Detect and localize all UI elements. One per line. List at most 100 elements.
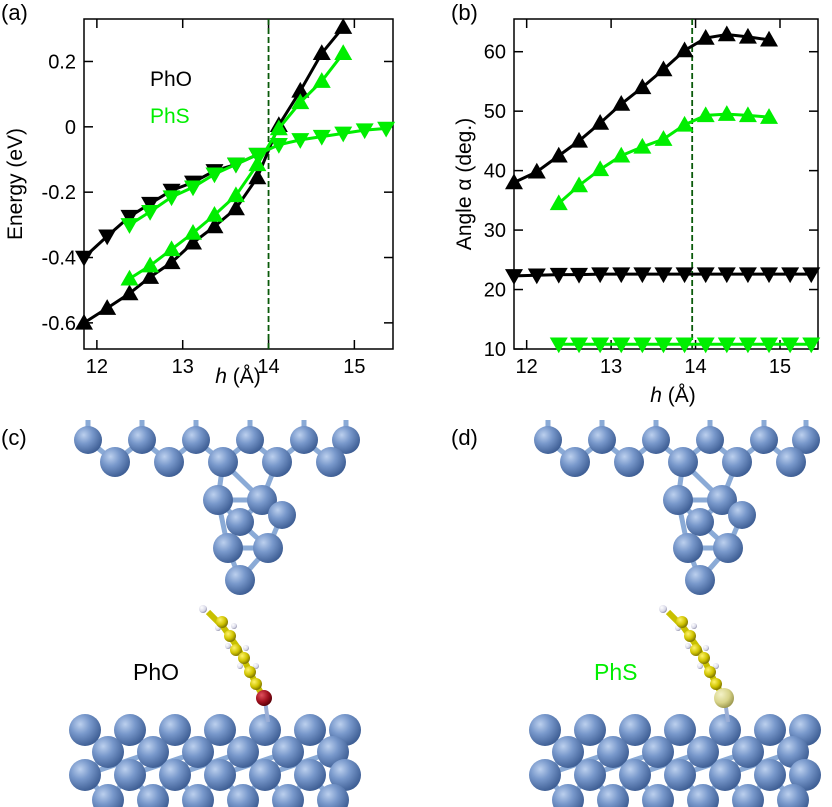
chart-a-ticks: 12 13 14 15 -0.6 -0.4 -0.2 0 0.2 xyxy=(42,19,393,378)
gold-atom xyxy=(159,759,191,791)
data-point-phs xyxy=(120,218,139,234)
data-point-phs xyxy=(654,337,673,354)
data-point-pho xyxy=(717,267,736,284)
hydrogen-atom xyxy=(697,663,703,669)
data-point-pho xyxy=(738,27,757,44)
hydrogen-atom xyxy=(691,623,697,629)
data-point-phs xyxy=(738,106,757,123)
x-tick-label: 15 xyxy=(343,356,365,378)
data-point-phs xyxy=(291,133,310,149)
gold-atom xyxy=(247,485,277,515)
chart-a-marks xyxy=(75,18,396,349)
gold-atom xyxy=(272,736,304,768)
x-tick-label: 12 xyxy=(86,356,108,378)
gold-atom xyxy=(213,533,243,563)
data-point-phs xyxy=(717,105,736,121)
data-point-phs xyxy=(141,256,160,273)
gold-atom xyxy=(792,426,820,454)
data-point-pho xyxy=(738,267,757,284)
data-point-phs xyxy=(269,138,288,154)
panel-label-b: (b) xyxy=(451,0,478,25)
gold-atom xyxy=(226,508,254,536)
data-point-pho xyxy=(205,217,224,234)
data-point-phs xyxy=(226,157,245,174)
data-point-phs xyxy=(781,337,800,354)
gold-atom xyxy=(204,759,236,791)
data-point-phs xyxy=(205,206,224,222)
gold-atom xyxy=(713,533,743,563)
legend-pho: PhO xyxy=(150,68,192,91)
gold-atom xyxy=(182,426,210,454)
gold-atom xyxy=(268,501,296,529)
chart-a-frame xyxy=(83,18,394,350)
gold-atom xyxy=(732,784,764,807)
gold-atom xyxy=(750,426,778,454)
hydrogen-atom xyxy=(225,643,231,649)
structure-d-label: PhS xyxy=(594,659,637,685)
data-point-phs xyxy=(570,176,589,193)
data-point-phs xyxy=(291,93,310,110)
gold-atom xyxy=(534,426,562,454)
gold-atom xyxy=(687,736,719,768)
data-point-phs xyxy=(591,337,610,354)
y-tick-label: 50 xyxy=(484,101,506,123)
data-point-phs xyxy=(141,205,160,221)
data-point-pho xyxy=(570,131,589,148)
data-point-pho xyxy=(549,146,568,163)
y-tick-label: -0.2 xyxy=(42,182,76,204)
gold-atom xyxy=(552,784,584,807)
data-point-phs xyxy=(312,129,331,146)
gold-atom xyxy=(69,714,101,746)
gold-atom xyxy=(597,736,629,768)
gold-atom xyxy=(182,736,214,768)
carbon-atom xyxy=(224,630,236,642)
data-point-phs xyxy=(738,337,757,354)
chart-a-xlabel: h (Å) xyxy=(215,365,261,388)
y-tick-label: 30 xyxy=(484,220,506,242)
gold-atom xyxy=(182,784,214,807)
gold-atom xyxy=(225,565,255,595)
chart-a-ylabel: Energy (eV) xyxy=(4,128,27,240)
chart-a-xlabel-unit: (Å) xyxy=(233,365,261,388)
gold-atom xyxy=(668,447,698,477)
y-tick-label: 10 xyxy=(484,339,506,361)
x-tick-label: 14 xyxy=(684,356,706,378)
chart-b-xlabel-unit: (Å) xyxy=(668,384,696,407)
gold-atom xyxy=(552,736,584,768)
x-tick-label: 14 xyxy=(257,356,279,378)
gold-atom xyxy=(159,714,191,746)
data-point-pho xyxy=(505,269,523,285)
data-point-phs xyxy=(162,190,181,207)
hydrogen-atom xyxy=(231,623,237,629)
y-tick-label: 20 xyxy=(484,280,506,302)
gold-atom xyxy=(696,426,724,454)
gold-atom xyxy=(294,714,326,746)
series-line-phs xyxy=(557,112,770,205)
data-point-pho xyxy=(654,60,673,77)
gold-atom xyxy=(588,426,616,454)
gold-atom xyxy=(329,759,361,791)
chart-a-xlabel-var: h xyxy=(215,365,227,388)
hydrogen-atom xyxy=(703,645,709,651)
gold-atom xyxy=(249,714,281,746)
hydrogen-atom xyxy=(199,605,207,613)
data-point-pho xyxy=(527,268,546,285)
legend-phs: PhS xyxy=(150,105,190,128)
structure-c xyxy=(69,420,361,807)
data-point-pho xyxy=(527,162,546,179)
carbon-atom xyxy=(216,616,228,628)
data-point-phs xyxy=(549,194,568,211)
data-point-pho xyxy=(591,114,610,130)
data-point-phs xyxy=(591,160,610,177)
x-tick-label: 13 xyxy=(172,356,194,378)
gold-atom xyxy=(529,759,561,791)
gold-atom xyxy=(154,447,184,477)
gold-atom xyxy=(236,426,264,454)
data-point-phs xyxy=(226,186,245,203)
data-point-phs xyxy=(334,126,353,143)
data-point-pho xyxy=(633,267,652,284)
data-point-phs xyxy=(312,72,331,88)
data-point-phs xyxy=(633,137,652,154)
data-point-pho xyxy=(120,209,139,226)
structure-d xyxy=(529,420,821,807)
